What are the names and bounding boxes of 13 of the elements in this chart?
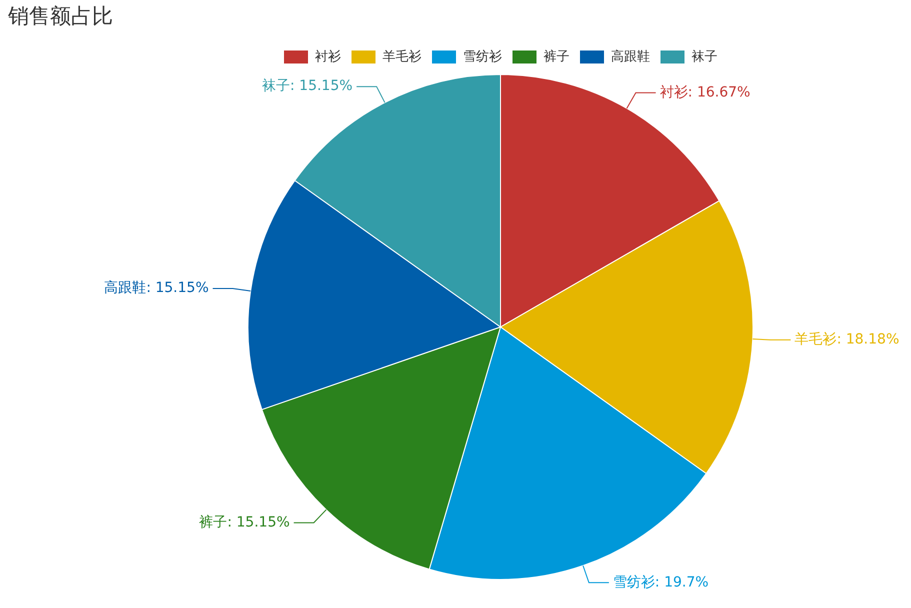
legend-label: 羊毛衫 xyxy=(382,49,422,64)
data-label: 雪纺衫: 19.7% xyxy=(612,574,709,590)
data-label: 高跟鞋: 15.15% xyxy=(104,280,209,296)
data-label: 羊毛衫: 18.18% xyxy=(794,332,900,348)
data-label: 衬衫: 16.67% xyxy=(660,84,750,100)
legend-label: 裤子 xyxy=(544,49,570,64)
chart-title: 销售额占比 xyxy=(8,3,113,30)
data-label: 袜子: 15.15% xyxy=(262,78,353,94)
legend-label: 雪纺衫 xyxy=(463,49,502,64)
data-label: 裤子: 15.15% xyxy=(199,514,290,530)
legend-label: 衬衫 xyxy=(315,49,341,64)
legend-label: 高跟鞋 xyxy=(611,48,650,64)
legend-label: 袜子 xyxy=(692,49,718,64)
